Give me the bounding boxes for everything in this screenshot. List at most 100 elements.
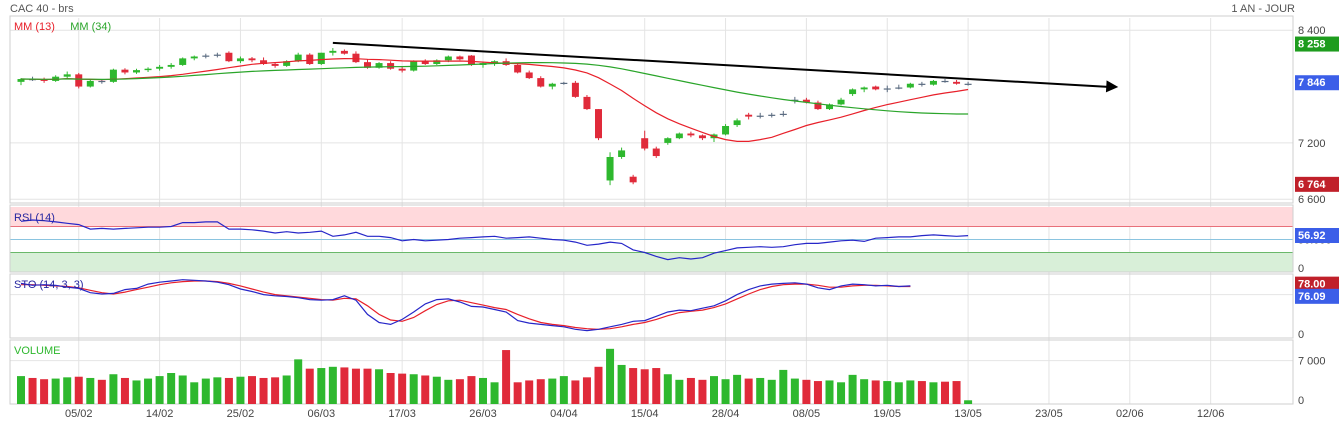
candle-body bbox=[571, 82, 579, 97]
price-badge: 8 258 bbox=[1298, 39, 1326, 51]
candle-body bbox=[652, 148, 660, 157]
candle-body bbox=[687, 133, 695, 136]
candle-body bbox=[340, 50, 348, 54]
price-legend-entry: MM (34) bbox=[70, 21, 111, 33]
panel-frame bbox=[9, 204, 1294, 273]
volume-bar bbox=[721, 379, 730, 404]
volume-bar bbox=[213, 377, 222, 404]
volume-bar bbox=[536, 379, 545, 404]
sto-d-badge: 78.00 bbox=[1298, 279, 1326, 291]
volume-bar bbox=[40, 379, 49, 404]
rsi-bands bbox=[10, 207, 1293, 272]
volume-bar bbox=[513, 382, 522, 404]
candle-body bbox=[918, 83, 926, 85]
rsi-polyline bbox=[20, 219, 969, 261]
candle-body bbox=[537, 78, 545, 87]
volume-bar bbox=[201, 378, 210, 404]
volume-bar bbox=[259, 377, 268, 404]
panel-borders bbox=[9, 15, 1294, 405]
y-tick-label: 8 400 bbox=[1298, 25, 1326, 37]
sto-d-badge-bg bbox=[1295, 276, 1339, 292]
volume-bar bbox=[559, 376, 568, 404]
x-tick-label: 06/03 bbox=[308, 408, 336, 420]
volume-bar bbox=[756, 377, 765, 404]
x-tick-label: 04/04 bbox=[550, 408, 578, 420]
volume-bar bbox=[629, 368, 638, 404]
candle-body bbox=[260, 60, 268, 65]
candle-body bbox=[722, 125, 730, 135]
volume-bar bbox=[248, 376, 256, 404]
candle-body bbox=[756, 115, 764, 117]
sto-k-polyline bbox=[20, 279, 911, 332]
sto-k-badge-bg bbox=[1295, 288, 1339, 304]
sto-title: STO (14, 3, 3) bbox=[14, 279, 84, 291]
volume-bar bbox=[363, 368, 372, 404]
candle-body bbox=[433, 60, 441, 65]
volume-bar bbox=[28, 377, 37, 404]
rsi-badge-bg bbox=[1295, 228, 1339, 244]
volume-bars bbox=[17, 348, 973, 404]
candle-body bbox=[664, 138, 672, 143]
x-tick-label: 05/02 bbox=[65, 408, 93, 420]
volume-bar bbox=[236, 376, 245, 404]
volume-bar bbox=[548, 378, 557, 404]
candle-body bbox=[40, 79, 48, 81]
rsi-title: RSI (14) bbox=[14, 212, 55, 224]
stochastic-lines bbox=[20, 279, 911, 332]
volume-bar bbox=[63, 377, 72, 404]
candle-body bbox=[167, 64, 175, 67]
candle-body bbox=[964, 83, 972, 85]
y-tick-label: 7 200 bbox=[1298, 138, 1326, 150]
price-badge-bg bbox=[1295, 176, 1339, 192]
candle-body bbox=[121, 69, 129, 73]
volume-bar bbox=[952, 381, 961, 404]
candle-body bbox=[329, 50, 337, 53]
volume-bar bbox=[860, 379, 869, 404]
candle-body bbox=[109, 69, 117, 82]
candle-body bbox=[953, 81, 961, 84]
volume-bar bbox=[525, 380, 534, 404]
volume-bar bbox=[571, 380, 580, 404]
candle-body bbox=[444, 56, 452, 61]
candle-body bbox=[802, 99, 810, 103]
candle-body bbox=[849, 89, 857, 95]
volume-bar bbox=[652, 368, 661, 404]
volume-bar bbox=[86, 377, 95, 404]
price-badge: 6 764 bbox=[1298, 179, 1326, 191]
volume-bar bbox=[282, 375, 291, 404]
volume-bar bbox=[686, 377, 695, 404]
price-badge-bg bbox=[1295, 75, 1339, 91]
chart-period-label[interactable]: 1 AN - JOUR bbox=[1231, 3, 1295, 15]
volume-bar bbox=[421, 375, 430, 404]
trendline-line bbox=[332, 41, 1111, 89]
volume-bar bbox=[802, 379, 811, 404]
volume-bar bbox=[455, 379, 464, 404]
volume-bar bbox=[675, 379, 684, 404]
candle-body bbox=[456, 56, 464, 60]
volume-bar bbox=[594, 366, 603, 404]
sto-k-badge: 76.09 bbox=[1298, 291, 1326, 303]
candle-body bbox=[895, 87, 903, 89]
candle-body bbox=[213, 54, 221, 56]
volume-bar bbox=[409, 374, 418, 404]
candle-body bbox=[791, 99, 799, 101]
volume-bar bbox=[710, 376, 718, 404]
volume-bar bbox=[328, 366, 337, 404]
candle-body bbox=[133, 70, 140, 73]
candle-body bbox=[548, 83, 556, 87]
volume-bar bbox=[432, 376, 441, 404]
volume-bar bbox=[109, 374, 118, 404]
sto-y-tick-label: 0 bbox=[1298, 329, 1304, 341]
rsi-line bbox=[20, 219, 969, 261]
candle-body bbox=[190, 56, 198, 59]
candle-body bbox=[144, 68, 152, 71]
volume-bar bbox=[467, 376, 476, 404]
volume-bar bbox=[883, 381, 892, 404]
candle-body bbox=[814, 102, 822, 110]
candle-body bbox=[294, 54, 302, 62]
volume-bar bbox=[132, 380, 141, 404]
volume-bar bbox=[813, 381, 822, 404]
volume-bar bbox=[351, 368, 360, 404]
